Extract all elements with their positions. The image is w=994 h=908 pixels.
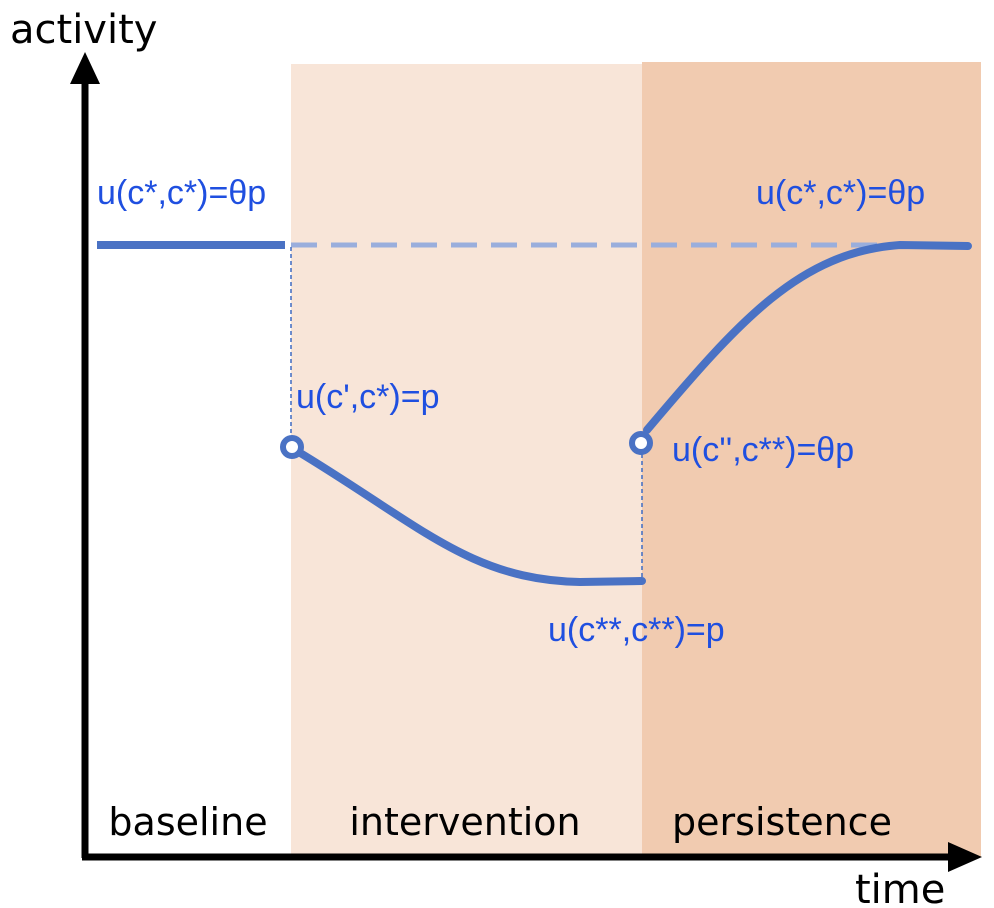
phase-label-baseline: baseline <box>108 800 267 844</box>
y-axis-label: activity <box>10 7 157 53</box>
annotation-intervention-end: u(c**,c**)=p <box>548 611 725 649</box>
phase-region-persistence <box>642 62 981 857</box>
intervention-start-marker <box>280 435 304 459</box>
phase-label-persistence: persistence <box>672 800 892 844</box>
persistence-activity-curve <box>643 240 972 434</box>
x-axis-arrowhead <box>948 842 982 872</box>
phase-region-baseline <box>85 62 291 857</box>
phase-region-intervention <box>291 64 642 857</box>
annotation-persistence-level: u(c*,c*)=θp <box>756 174 925 212</box>
intervention-activity-curve <box>293 447 646 587</box>
annotation-intervention-start: u(c',c*)=p <box>296 378 440 416</box>
y-axis-arrowhead <box>70 52 100 84</box>
annotation-persistence-start: u(c'',c**)=θp <box>672 431 854 469</box>
x-axis-label: time <box>855 867 945 908</box>
persistence-start-marker <box>629 431 653 455</box>
annotation-baseline-level: u(c*,c*)=θp <box>97 174 266 212</box>
phase-label-intervention: intervention <box>349 800 580 844</box>
